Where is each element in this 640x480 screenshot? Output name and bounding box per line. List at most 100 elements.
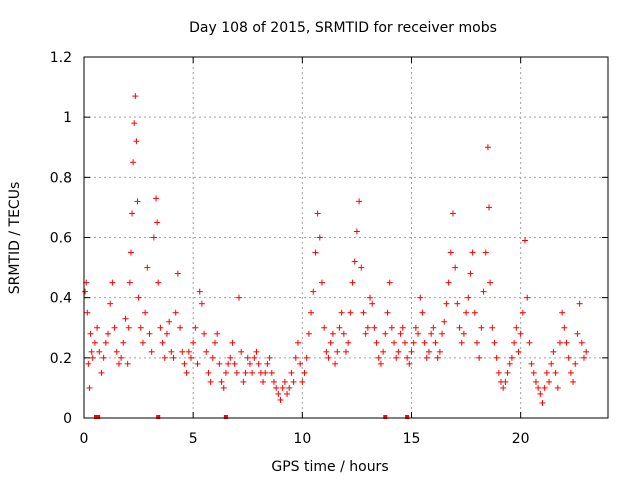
data-point: [227, 354, 234, 361]
data-point: [423, 354, 430, 361]
data-point: [161, 354, 168, 361]
data-point: [318, 279, 325, 286]
data-point: [157, 324, 164, 331]
data-point: [452, 264, 459, 271]
data-point: [546, 378, 553, 385]
data-point: [343, 348, 349, 355]
data-point: [364, 324, 371, 331]
data-point: [127, 249, 134, 256]
zero-marker: [383, 415, 388, 419]
data-point: [395, 348, 402, 355]
data-point: [550, 348, 557, 355]
data-point: [87, 330, 94, 337]
data-point: [179, 348, 186, 355]
data-point: [406, 360, 413, 367]
data-point: [281, 378, 288, 385]
data-point: [567, 369, 574, 376]
data-point: [146, 330, 153, 337]
data-point: [137, 324, 144, 331]
data-point: [142, 309, 149, 316]
data-point: [88, 348, 95, 355]
data-point: [131, 120, 138, 127]
data-point: [358, 264, 365, 271]
data-point: [445, 279, 452, 286]
zero-marker: [96, 415, 101, 419]
data-point: [511, 339, 518, 346]
data-point: [543, 369, 550, 376]
y-tick-label: 0: [63, 411, 72, 427]
data-point: [556, 339, 563, 346]
data-point: [369, 300, 376, 307]
data-point: [559, 309, 566, 316]
data-point: [412, 324, 419, 331]
data-point: [456, 324, 463, 331]
data-point: [334, 348, 341, 355]
data-point: [201, 330, 208, 337]
data-point: [469, 249, 476, 256]
data-point: [471, 309, 478, 316]
data-point: [436, 348, 443, 355]
data-point: [236, 294, 243, 301]
zero-marker: [156, 415, 161, 419]
data-point: [332, 360, 339, 367]
data-point: [255, 360, 262, 367]
data-point: [168, 348, 175, 355]
data-point: [303, 354, 310, 361]
data-point: [517, 330, 524, 337]
data-point: [460, 330, 467, 337]
data-point: [242, 369, 249, 376]
data-point: [563, 339, 570, 346]
data-point: [172, 309, 179, 316]
data-point: [109, 279, 116, 286]
data-point: [120, 339, 127, 346]
data-point: [286, 384, 293, 391]
data-point: [500, 384, 507, 391]
data-point: [118, 354, 125, 361]
y-tick-label: 0.2: [50, 351, 72, 367]
data-point: [401, 339, 408, 346]
data-point: [150, 234, 157, 241]
data-point: [321, 324, 328, 331]
data-point: [132, 93, 139, 100]
data-point: [554, 384, 561, 391]
data-point: [504, 369, 511, 376]
data-point: [94, 324, 101, 331]
data-point: [260, 378, 267, 385]
data-point: [96, 348, 103, 355]
data-point: [345, 339, 352, 346]
data-point: [565, 354, 572, 361]
data-point: [397, 330, 404, 337]
data-point: [270, 378, 277, 385]
data-point: [159, 339, 166, 346]
data-point: [310, 288, 317, 295]
data-point: [194, 360, 201, 367]
data-point: [506, 360, 513, 367]
data-point: [240, 378, 247, 385]
data-point: [327, 339, 334, 346]
data-point: [486, 204, 493, 211]
data-point: [107, 300, 114, 307]
data-point: [537, 390, 544, 397]
chart-title: Day 108 of 2015, SRMTID for receiver mob…: [189, 20, 497, 36]
data-point: [441, 318, 448, 325]
data-point: [484, 144, 491, 151]
data-point: [415, 330, 422, 337]
data-point: [463, 309, 470, 316]
x-tick-label: 10: [293, 431, 311, 447]
data-point: [130, 159, 137, 166]
data-point: [299, 378, 306, 385]
data-point: [535, 384, 542, 391]
data-point: [515, 348, 522, 355]
data-point: [434, 354, 441, 361]
data-point: [308, 309, 315, 316]
data-point: [449, 210, 456, 217]
data-point: [493, 354, 500, 361]
data-point: [489, 324, 496, 331]
data-point: [508, 354, 515, 361]
y-tick-label: 0.4: [50, 291, 72, 307]
x-tick-label: 20: [512, 431, 530, 447]
data-point: [399, 324, 406, 331]
data-point: [487, 279, 494, 286]
data-point: [231, 360, 238, 367]
data-point: [367, 294, 374, 301]
